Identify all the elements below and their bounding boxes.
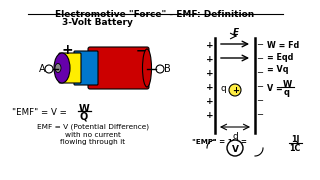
Text: = Eqd: = Eqd <box>267 53 293 62</box>
Text: +: + <box>206 40 214 50</box>
Text: −: − <box>257 40 263 50</box>
Ellipse shape <box>55 64 61 73</box>
Text: +: + <box>233 86 239 94</box>
Text: with no current: with no current <box>65 132 121 138</box>
Text: +: + <box>206 69 214 78</box>
FancyBboxPatch shape <box>74 51 98 85</box>
Circle shape <box>45 65 53 73</box>
Text: +: + <box>206 82 214 91</box>
FancyBboxPatch shape <box>88 47 149 89</box>
Text: +: + <box>206 96 214 105</box>
Text: E: E <box>233 28 239 37</box>
Text: d: d <box>232 132 238 141</box>
Circle shape <box>229 84 241 96</box>
Text: W: W <box>79 104 89 114</box>
Text: W = Fd: W = Fd <box>267 41 299 50</box>
Text: q: q <box>284 88 290 97</box>
Text: Electromotive "Force" - EMF: Definition: Electromotive "Force" - EMF: Definition <box>55 10 255 19</box>
Text: −: − <box>257 111 263 120</box>
Circle shape <box>227 140 243 156</box>
Circle shape <box>156 65 164 73</box>
Text: Q: Q <box>80 111 88 121</box>
Text: 1J: 1J <box>291 135 299 144</box>
FancyBboxPatch shape <box>59 53 81 83</box>
Text: "EMF" = V =: "EMF" = V = <box>12 108 67 117</box>
Text: −: − <box>257 82 263 91</box>
Text: −: − <box>257 96 263 105</box>
Text: q: q <box>220 84 226 93</box>
Text: = Vq: = Vq <box>267 65 289 74</box>
Ellipse shape <box>142 49 151 87</box>
Text: −: − <box>257 69 263 78</box>
Ellipse shape <box>54 53 70 83</box>
Text: B: B <box>164 64 170 74</box>
Text: V: V <box>231 145 238 154</box>
Text: flowing through it: flowing through it <box>60 139 125 145</box>
Text: 1C: 1C <box>289 144 301 153</box>
Text: EMF = V (Potential Difference): EMF = V (Potential Difference) <box>37 124 149 130</box>
Text: W: W <box>282 80 292 89</box>
Text: V =: V = <box>267 84 283 93</box>
Text: A: A <box>39 64 45 74</box>
Text: −: − <box>136 44 146 57</box>
Text: −: − <box>257 55 263 64</box>
Text: +: + <box>206 55 214 64</box>
Text: +: + <box>206 111 214 120</box>
Text: "EMF" = 1V =: "EMF" = 1V = <box>192 139 247 145</box>
Text: 3-Volt Battery: 3-Volt Battery <box>61 18 132 27</box>
Text: +: + <box>61 43 73 57</box>
